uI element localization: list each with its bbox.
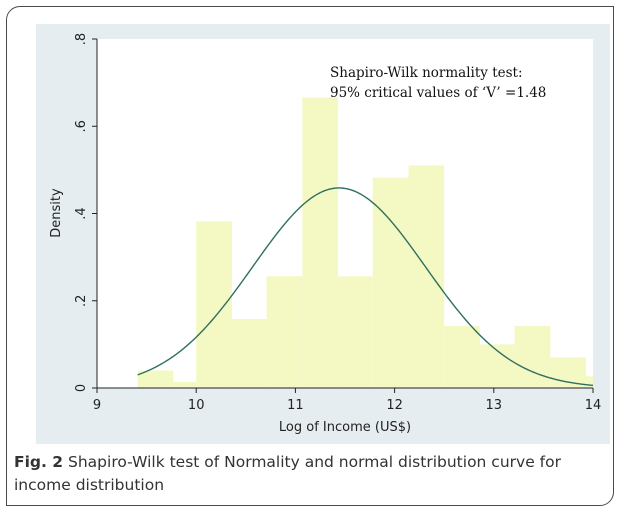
figure-caption-text: Shapiro-Wilk test of Normality and norma… <box>14 453 561 494</box>
histogram-bar-11 <box>479 344 515 389</box>
annotation-line-1: Shapiro-Wilk normality test: <box>330 65 523 81</box>
x-tick-label: 10 <box>188 398 205 413</box>
y-tick-label: .4 <box>74 207 89 219</box>
histogram-bar-14 <box>586 376 593 388</box>
histogram-bar-12 <box>514 326 551 388</box>
histogram-bar-2 <box>173 381 197 388</box>
histogram-bar-9 <box>408 165 445 388</box>
x-tick-label: 14 <box>585 398 602 413</box>
x-axis-ticks: 9 10 11 12 13 14 <box>93 388 601 413</box>
y-tick-label: .2 <box>74 295 89 307</box>
histogram-bar-8 <box>372 177 409 388</box>
histogram-bar-5 <box>266 276 303 388</box>
x-tick-label: 11 <box>287 398 304 413</box>
histogram-bar-6 <box>302 97 339 389</box>
histogram-bar-7 <box>338 276 373 388</box>
histogram-bar-4 <box>231 319 267 388</box>
histogram-bar-1 <box>137 370 174 388</box>
y-tick-label: .6 <box>74 120 89 132</box>
histogram-bar-13 <box>550 357 587 388</box>
histogram-bar-10 <box>444 326 480 388</box>
y-tick-label: 0 <box>74 384 89 392</box>
y-axis-ticks: 0 .2 .4 .6 .8 <box>74 33 97 392</box>
figure-caption: Fig. 2 Shapiro-Wilk test of Normality an… <box>14 451 604 497</box>
normal-curve <box>137 187 594 387</box>
x-axis-title: Log of Income (US$) <box>279 420 411 435</box>
x-tick-label: 13 <box>486 398 503 413</box>
x-tick-label: 12 <box>386 398 403 413</box>
histogram-bars <box>137 97 593 389</box>
figure-label: Fig. 2 <box>14 453 64 471</box>
annotation-line-2: 95% critical values of ‘V’ =1.48 <box>330 85 546 101</box>
x-tick-label: 9 <box>93 398 101 413</box>
histogram-bar-3 <box>196 221 232 388</box>
y-tick-label: .8 <box>74 33 89 45</box>
y-axis-title: Density <box>49 188 64 238</box>
